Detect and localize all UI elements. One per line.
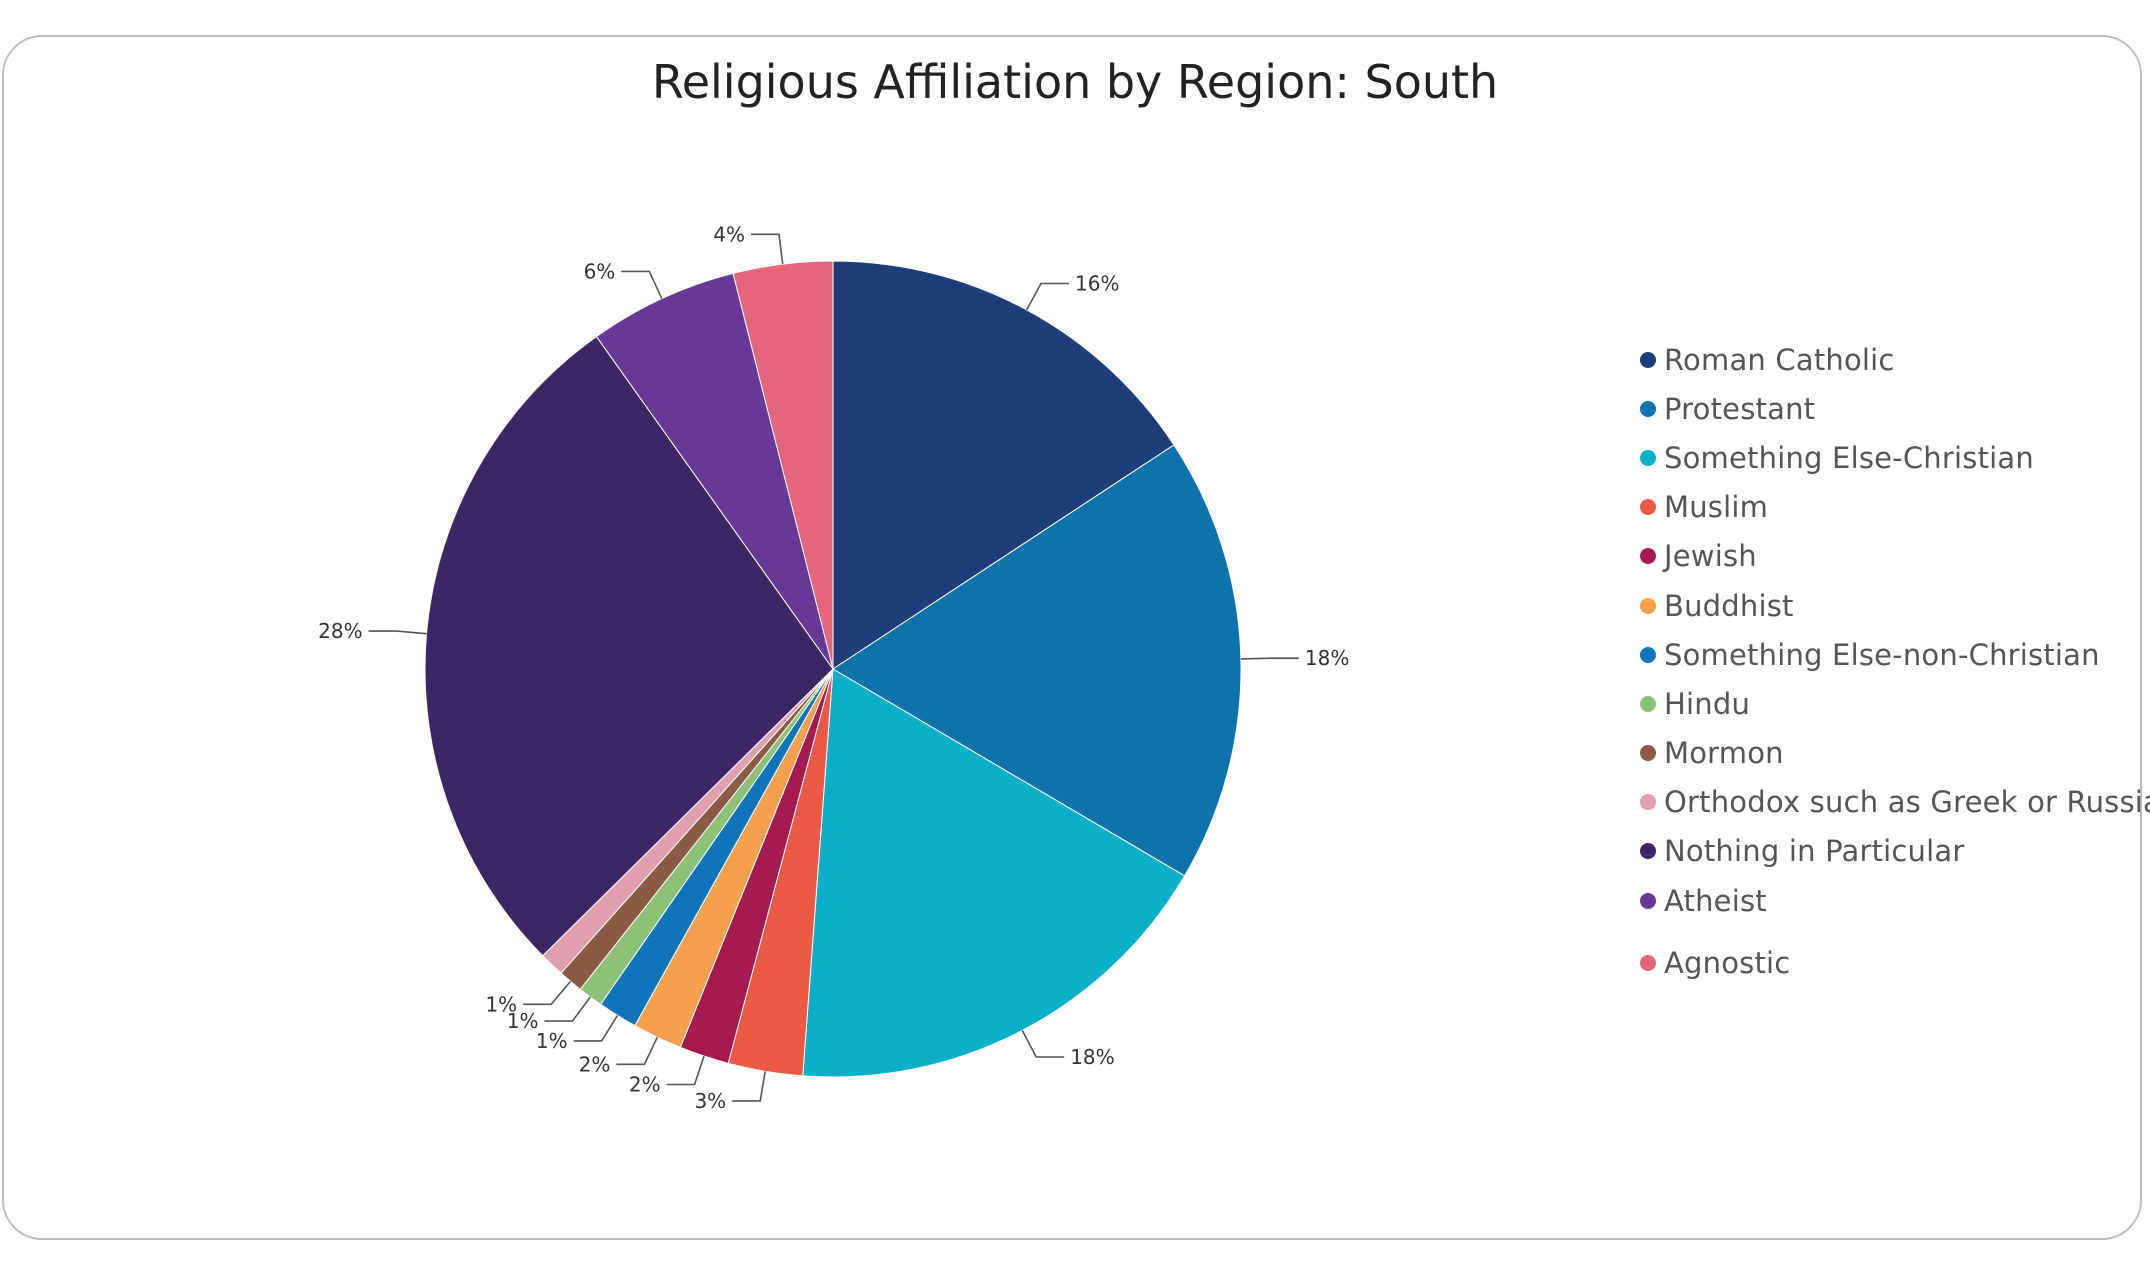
legend-swatch [1640, 598, 1656, 614]
legend-swatch [1640, 647, 1656, 663]
leader-line-agnostic [751, 233, 784, 265]
leader-line-buddhist [616, 1036, 659, 1066]
data-label-mormon: 1% [485, 992, 517, 1016]
leader-line-something-else-christian [1021, 1030, 1065, 1058]
leader-line-mormon [523, 980, 572, 1006]
legend-swatch [1640, 843, 1656, 859]
legend-swatch [1640, 352, 1656, 368]
data-label-agnostic: 4% [713, 222, 745, 246]
legend-label: Protestant [1664, 392, 1816, 426]
legend-item-roman-catholic: Roman Catholic [1640, 340, 1895, 380]
leader-line-something-else-non-christian [573, 1014, 619, 1042]
data-label-hindu: 1% [507, 1009, 539, 1033]
legend-label: Hindu [1664, 687, 1751, 721]
legend-item-something-else-christian: Something Else-Christian [1640, 438, 2034, 478]
data-label-atheist: 6% [584, 259, 616, 283]
data-label-protestant: 18% [1305, 646, 1349, 670]
legend-label: Muslim [1664, 490, 1769, 524]
legend-item-jewish: Jewish [1640, 536, 1757, 576]
legend-label: Jewish [1664, 539, 1757, 573]
data-label-muslim: 3% [694, 1089, 726, 1113]
pie-slice-agnostic [732, 260, 834, 670]
data-label-roman-catholic: 16% [1075, 272, 1119, 296]
legend-swatch [1640, 893, 1656, 909]
data-label-jewish: 2% [629, 1073, 661, 1097]
legend-item-buddhist: Buddhist [1640, 586, 1794, 626]
legend-swatch [1640, 499, 1656, 515]
legend-swatch [1640, 450, 1656, 466]
leader-line-protestant [1240, 657, 1299, 660]
legend-item-protestant: Protestant [1640, 389, 1815, 429]
legend-label: Orthodox such as Greek or Russian [1664, 785, 2150, 819]
pie-slice-roman-catholic [832, 260, 1175, 670]
legend-swatch [1640, 794, 1656, 810]
legend-swatch [1640, 745, 1656, 761]
pie-slice-atheist [595, 272, 834, 670]
chart-title: Religious Affiliation by Region: South [651, 55, 1499, 109]
data-label-nothing-in-particular: 28% [318, 619, 362, 643]
legend-label: Nothing in Particular [1664, 834, 1965, 868]
legend-label: Buddhist [1664, 589, 1794, 623]
data-label-something-else-non-christian: 1% [536, 1029, 568, 1053]
legend-item-agnostic: Agnostic [1640, 943, 1790, 983]
leader-line-muslim [732, 1071, 766, 1102]
legend-item-orthodox-such-as-greek-or-russian: Orthodox such as Greek or Russian [1640, 782, 2150, 822]
pie-slice-protestant [832, 444, 1242, 877]
leader-line-jewish [666, 1055, 705, 1086]
legend-label: Something Else-Christian [1664, 441, 2034, 475]
data-label-buddhist: 2% [579, 1052, 611, 1076]
legend-label: Roman Catholic [1664, 343, 1895, 377]
legend-label: Mormon [1664, 736, 1784, 770]
pie-slice-nothing-in-particular [424, 335, 834, 957]
legend-item-mormon: Mormon [1640, 733, 1784, 773]
legend-item-muslim: Muslim [1640, 487, 1768, 527]
pie-slice-something-else-christian [802, 668, 1186, 1078]
legend-swatch [1640, 955, 1656, 971]
leader-line-roman-catholic [1025, 282, 1069, 311]
data-label-something-else-christian: 18% [1070, 1045, 1114, 1069]
legend-swatch [1640, 401, 1656, 417]
legend-swatch [1640, 548, 1656, 564]
leader-line-nothing-in-particular [368, 630, 427, 635]
legend-label: Something Else-non-Christian [1664, 638, 2100, 672]
legend-item-nothing-in-particular: Nothing in Particular [1640, 831, 1965, 871]
legend-item-something-else-non-christian: Something Else-non-Christian [1640, 635, 2100, 675]
legend-item-atheist: Atheist [1640, 881, 1767, 921]
legend-label: Atheist [1664, 884, 1767, 918]
legend-item-hindu: Hindu [1640, 684, 1750, 724]
leader-line-hindu [544, 996, 591, 1022]
legend-label: Agnostic [1664, 946, 1791, 980]
legend-swatch [1640, 696, 1656, 712]
leader-line-atheist [621, 270, 663, 299]
